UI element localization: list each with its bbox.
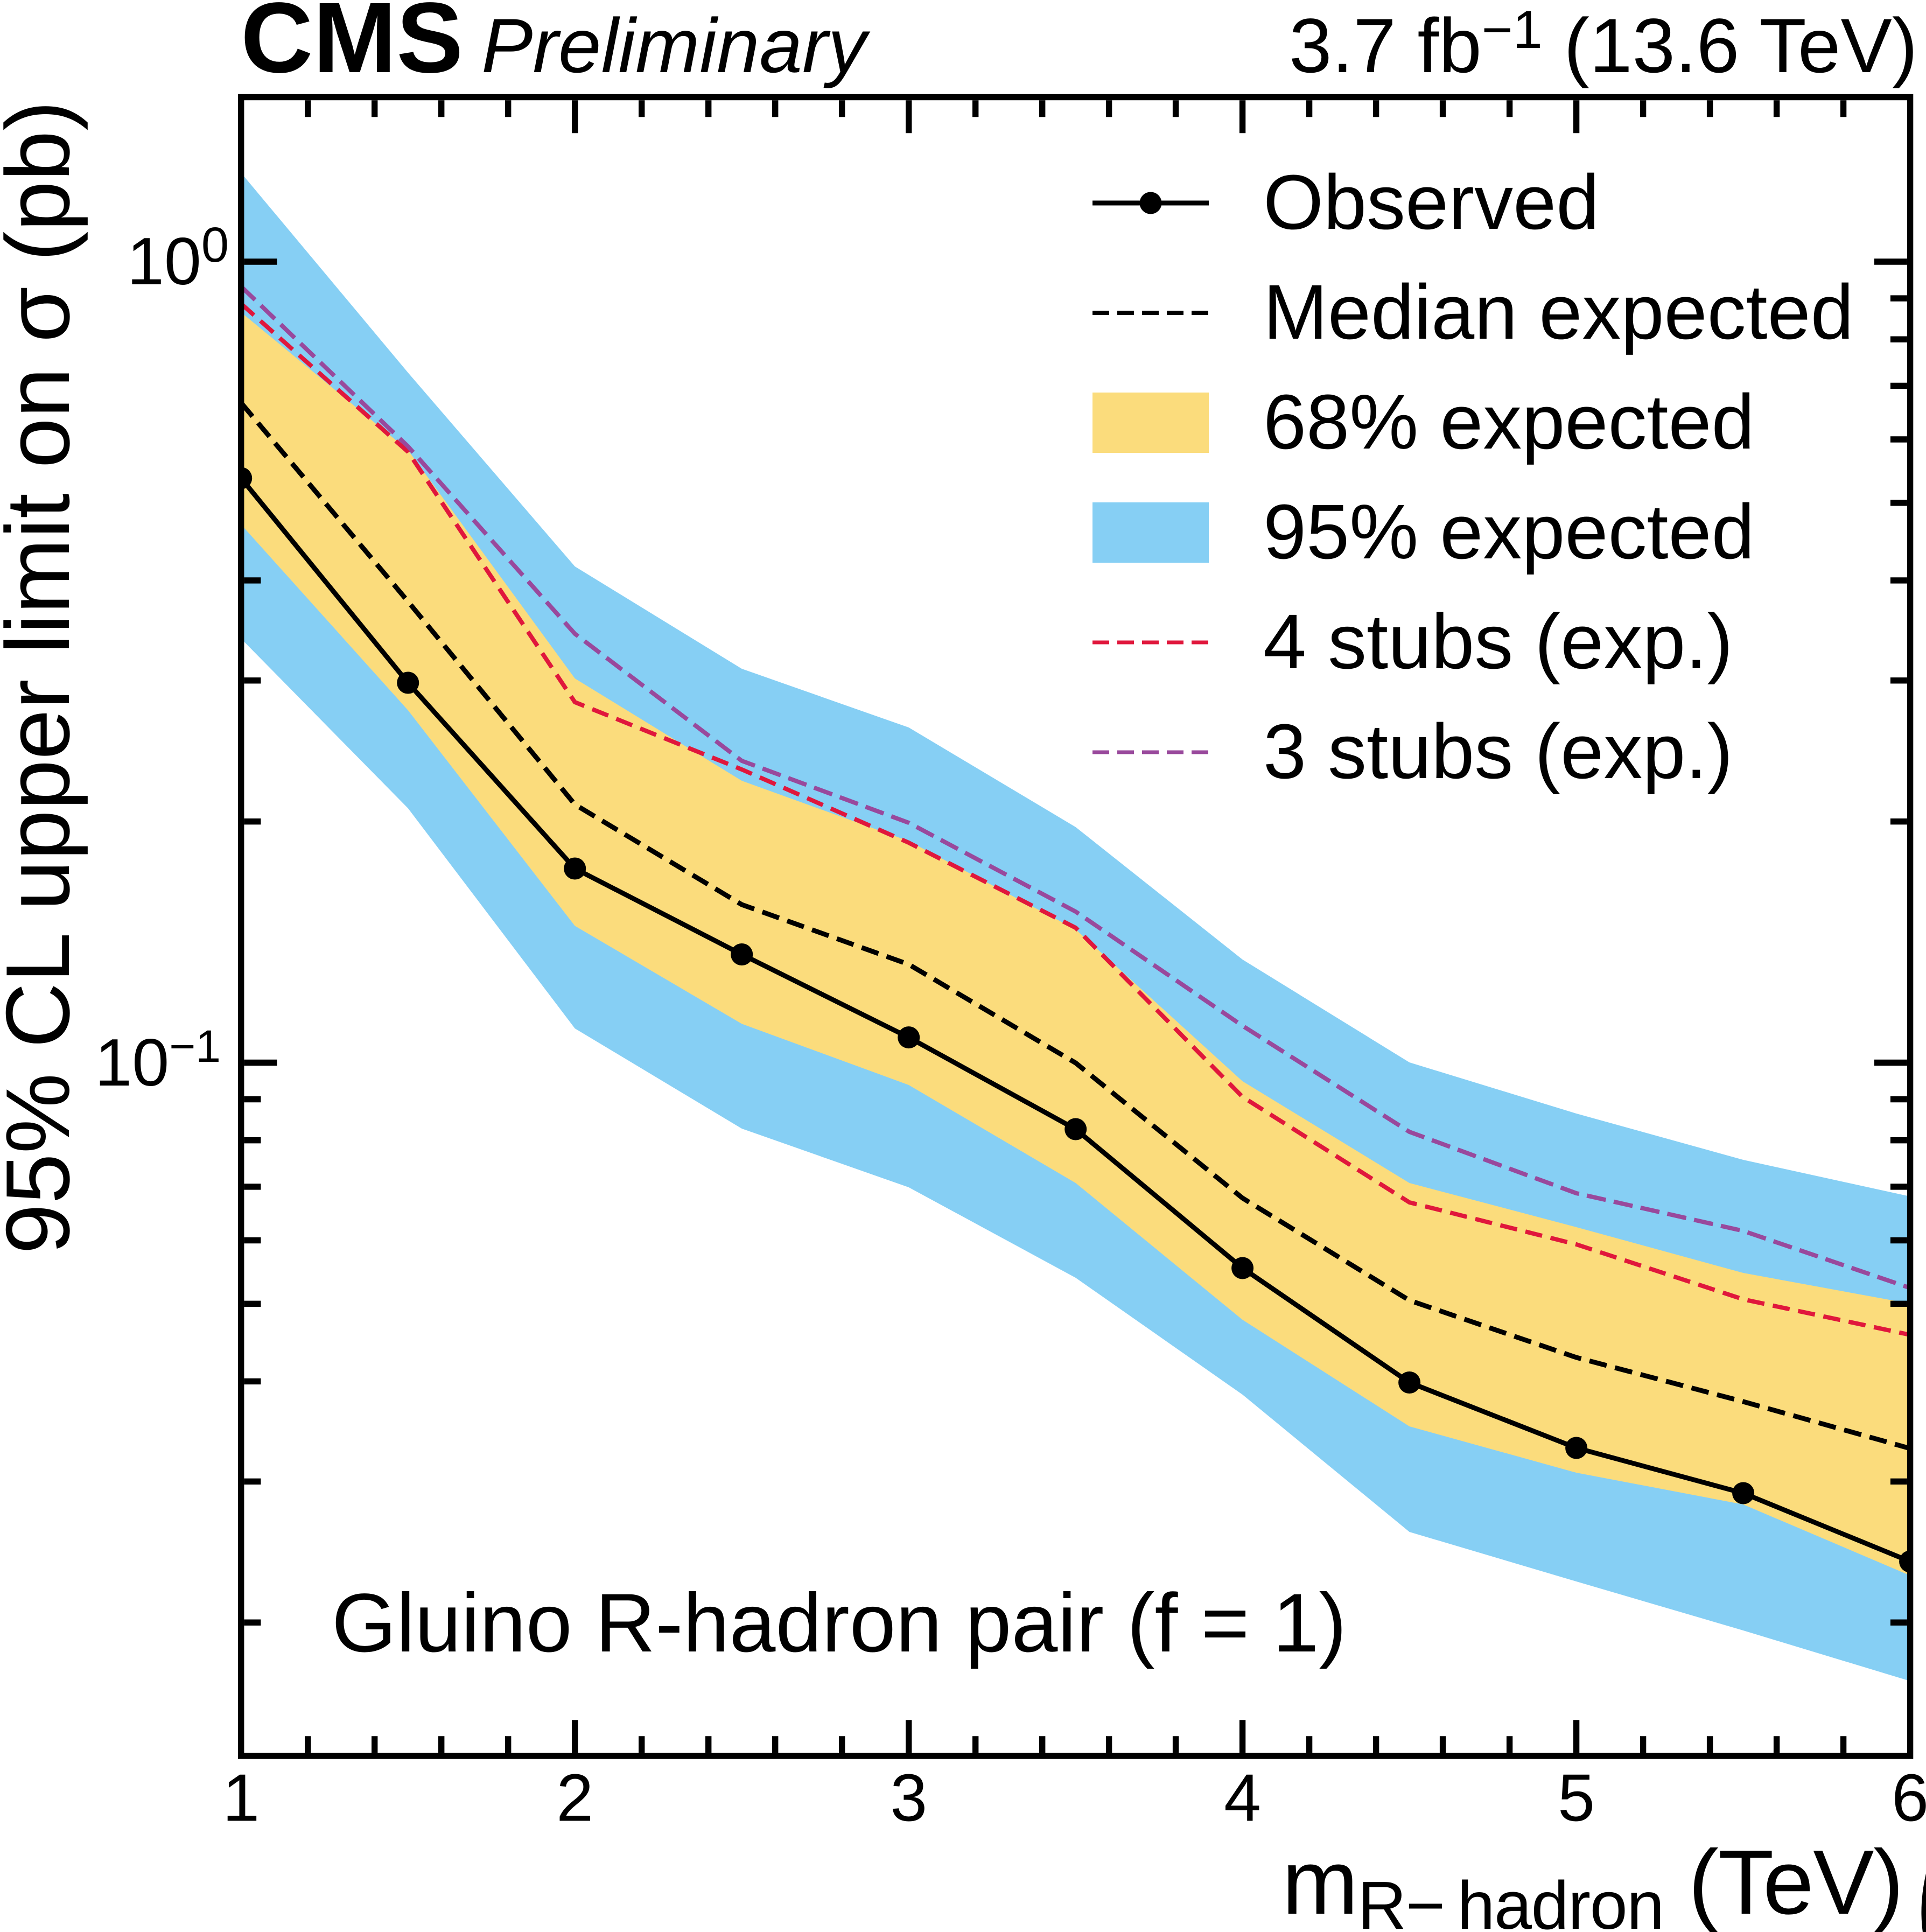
svg-text:3: 3 [890, 1761, 927, 1836]
svg-text:Gluino R-hadron pair (f = 1): Gluino R-hadron pair (f = 1) [332, 1576, 1347, 1669]
svg-text:Preliminary: Preliminary [481, 3, 871, 89]
svg-text:2: 2 [556, 1761, 593, 1836]
svg-text:4: 4 [1224, 1761, 1261, 1836]
svg-text:1: 1 [222, 1761, 260, 1836]
svg-text:Median expected: Median expected [1263, 269, 1854, 355]
svg-text:6: 6 [1892, 1761, 1926, 1836]
svg-text:3.7 fb−1 (13.6 TeV): 3.7 fb−1 (13.6 TeV) [1289, 0, 1918, 89]
svg-text:CMS: CMS [241, 0, 463, 94]
svg-text:95% expected: 95% expected [1263, 488, 1755, 575]
svg-text:Observed: Observed [1263, 159, 1599, 246]
svg-text:10−1: 10−1 [95, 1021, 221, 1100]
svg-text:68% expected: 68% expected [1263, 379, 1755, 465]
svg-text:3 stubs (exp.): 3 stubs (exp.) [1263, 708, 1733, 795]
svg-text:5: 5 [1558, 1761, 1595, 1836]
svg-text:95% CL upper limit on σ (pb): 95% CL upper limit on σ (pb) [0, 101, 88, 1254]
svg-text:4 stubs (exp.): 4 stubs (exp.) [1263, 598, 1733, 685]
